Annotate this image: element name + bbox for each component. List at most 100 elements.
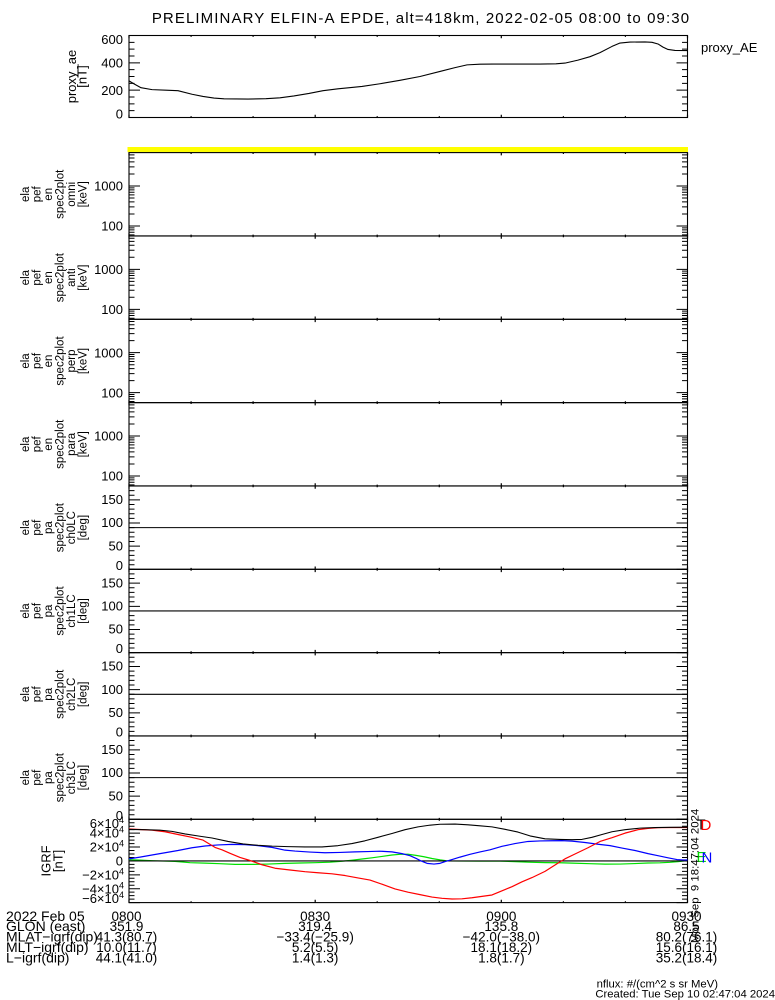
svg-text:100: 100 xyxy=(101,219,123,234)
svg-text:[nT]: [nT] xyxy=(51,850,66,872)
svg-text:18.1(18.2): 18.1(18.2) xyxy=(471,940,533,955)
svg-text:pa: pa xyxy=(43,771,55,784)
svg-text:omni: omni xyxy=(66,182,78,207)
svg-text:spec2plot: spec2plot xyxy=(55,586,67,636)
svg-text:−4×104: −4×104 xyxy=(82,880,124,896)
svg-text:5.2(5.5): 5.2(5.5) xyxy=(292,940,339,955)
svg-text:0: 0 xyxy=(116,107,123,122)
svg-text:T: T xyxy=(697,817,706,834)
svg-text:ela: ela xyxy=(20,436,32,452)
svg-text:0830: 0830 xyxy=(300,909,330,924)
svg-text:100: 100 xyxy=(101,515,123,530)
svg-text:41.3(80.7): 41.3(80.7) xyxy=(96,930,158,945)
svg-text:100: 100 xyxy=(101,385,123,400)
svg-text:100: 100 xyxy=(101,765,123,780)
svg-text:−42.0(−38.0): −42.0(−38.0) xyxy=(463,930,540,945)
svg-text:50: 50 xyxy=(109,788,123,803)
svg-text:ela: ela xyxy=(20,769,32,785)
svg-text:100: 100 xyxy=(101,469,123,484)
svg-text:en: en xyxy=(43,188,55,201)
svg-text:400: 400 xyxy=(101,55,123,70)
svg-text:pef: pef xyxy=(32,769,44,786)
svg-text:PRELIMINARY ELFIN-A EPDE, alt=: PRELIMINARY ELFIN-A EPDE, alt=418km, 202… xyxy=(152,10,690,27)
svg-text:[keV]: [keV] xyxy=(78,348,90,374)
svg-text:spec2plot: spec2plot xyxy=(55,419,67,469)
svg-text:1.4(1.3): 1.4(1.3) xyxy=(292,950,339,965)
svg-text:N: N xyxy=(702,850,713,867)
svg-text:pa: pa xyxy=(43,521,55,534)
svg-text:pa: pa xyxy=(43,604,55,617)
svg-text:1000: 1000 xyxy=(94,345,123,360)
svg-text:pef: pef xyxy=(32,602,44,619)
svg-text:anti: anti xyxy=(66,268,78,287)
svg-text:0930: 0930 xyxy=(671,909,701,924)
svg-text:44.1(41.0): 44.1(41.0) xyxy=(96,950,158,965)
svg-text:2×104: 2×104 xyxy=(90,839,124,855)
svg-text:100: 100 xyxy=(101,599,123,614)
svg-text:6×104: 6×104 xyxy=(90,815,124,831)
svg-text:pef: pef xyxy=(32,519,44,536)
svg-text:MLT−igrf(dip): MLT−igrf(dip) xyxy=(6,939,89,955)
svg-text:para: para xyxy=(66,432,78,456)
svg-text:pef: pef xyxy=(32,186,44,203)
svg-text:[deg]: [deg] xyxy=(78,515,90,541)
svg-text:[deg]: [deg] xyxy=(78,598,90,624)
svg-text:nflux: #/(cm^2 s sr MeV): nflux: #/(cm^2 s sr MeV) xyxy=(597,978,719,990)
svg-text:Created: Tue Sep 10 02:47:04 2: Created: Tue Sep 10 02:47:04 2024 xyxy=(595,989,775,1000)
svg-text:spec2plot: spec2plot xyxy=(55,252,67,302)
svg-text:0: 0 xyxy=(116,808,123,823)
svg-text:200: 200 xyxy=(101,83,123,98)
svg-text:0: 0 xyxy=(116,854,123,869)
svg-text:E: E xyxy=(697,849,707,866)
svg-text:[keV]: [keV] xyxy=(78,265,90,291)
svg-text:0900: 0900 xyxy=(486,909,516,924)
svg-text:[keV]: [keV] xyxy=(78,181,90,207)
svg-text:pef: pef xyxy=(32,269,44,286)
svg-text:L−igrf(dip): L−igrf(dip) xyxy=(6,949,69,965)
svg-text:ela: ela xyxy=(20,269,32,285)
svg-text:600: 600 xyxy=(101,32,123,47)
svg-text:pef: pef xyxy=(32,436,44,453)
svg-text:spec2plot: spec2plot xyxy=(55,752,67,802)
svg-text:80.2(76.1): 80.2(76.1) xyxy=(656,930,718,945)
svg-text:spec2plot: spec2plot xyxy=(55,669,67,719)
svg-text:150: 150 xyxy=(101,492,123,507)
svg-text:50: 50 xyxy=(109,705,123,720)
svg-text:−33.4(−25.9): −33.4(−25.9) xyxy=(277,930,354,945)
svg-text:GLON (east): GLON (east) xyxy=(6,918,85,934)
svg-text:4×104: 4×104 xyxy=(90,825,124,841)
svg-text:0: 0 xyxy=(116,641,123,656)
svg-text:−2×104: −2×104 xyxy=(82,866,124,882)
svg-text:150: 150 xyxy=(101,575,123,590)
svg-text:86.5: 86.5 xyxy=(673,919,699,934)
svg-text:2022 Feb 05: 2022 Feb 05 xyxy=(6,908,85,924)
svg-text:spec2plot: spec2plot xyxy=(55,336,67,386)
svg-text:0: 0 xyxy=(116,724,123,739)
svg-text:ch1LC: ch1LC xyxy=(66,594,78,627)
svg-text:ela: ela xyxy=(20,686,32,702)
svg-text:[deg]: [deg] xyxy=(78,682,90,708)
svg-text:50: 50 xyxy=(109,622,123,637)
svg-text:0: 0 xyxy=(116,558,123,573)
svg-text:pef: pef xyxy=(32,686,44,703)
svg-text:ch0LC: ch0LC xyxy=(66,511,78,544)
svg-text:50: 50 xyxy=(109,538,123,553)
svg-text:10.0(11.7): 10.0(11.7) xyxy=(96,940,157,955)
svg-text:Mon Sep 9 18:47:04 2024: Mon Sep 9 18:47:04 2024 xyxy=(690,809,702,943)
svg-text:D: D xyxy=(701,817,712,834)
svg-text:ela: ela xyxy=(20,353,32,369)
svg-text:351.9: 351.9 xyxy=(110,919,144,934)
svg-text:ela: ela xyxy=(20,519,32,535)
svg-text:perp: perp xyxy=(66,349,78,372)
svg-text:0800: 0800 xyxy=(111,909,141,924)
svg-text:−6×104: −6×104 xyxy=(82,890,124,906)
svg-text:[nT]: [nT] xyxy=(75,65,90,87)
svg-text:proxy_AE: proxy_AE xyxy=(701,40,758,55)
svg-text:319.4: 319.4 xyxy=(298,919,332,934)
svg-text:en: en xyxy=(43,438,55,451)
svg-text:100: 100 xyxy=(101,302,123,317)
svg-text:135.8: 135.8 xyxy=(484,919,518,934)
svg-text:IGRF: IGRF xyxy=(39,845,54,876)
svg-text:1000: 1000 xyxy=(94,429,123,444)
svg-text:150: 150 xyxy=(101,659,123,674)
